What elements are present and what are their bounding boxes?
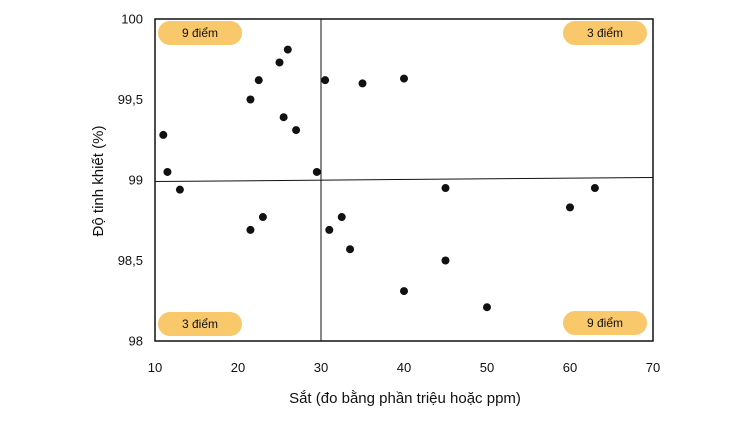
quadrant-badge-label: 3 điểm xyxy=(182,317,218,331)
data-point xyxy=(275,58,284,67)
data-point xyxy=(483,303,491,312)
data-point xyxy=(400,287,408,296)
horizontal-reference-line xyxy=(154,177,654,182)
data-point xyxy=(441,184,450,193)
data-point xyxy=(337,213,346,222)
x-tick-label: 10 xyxy=(148,360,162,375)
data-point xyxy=(441,256,450,265)
quadrant-badge xyxy=(158,21,242,45)
x-tick-label: 30 xyxy=(314,360,328,375)
data-point xyxy=(292,126,301,135)
data-point xyxy=(246,95,255,104)
data-point xyxy=(159,130,168,139)
data-point xyxy=(258,213,267,222)
data-point xyxy=(358,79,367,88)
data-point xyxy=(312,167,321,176)
quadrant-badge-label: 9 điểm xyxy=(587,316,623,330)
plot-frame xyxy=(154,18,654,342)
data-point xyxy=(163,167,172,176)
x-tick-label: 40 xyxy=(397,360,411,375)
data-point xyxy=(246,225,255,234)
quadrant-badge xyxy=(563,311,647,335)
data-point xyxy=(279,113,288,122)
y-tick-label: 100 xyxy=(121,12,143,27)
y-tick-label: 98,5 xyxy=(118,253,143,268)
quadrant-badge-label: 3 điểm xyxy=(587,26,623,40)
x-tick-label: 20 xyxy=(231,360,245,375)
data-point xyxy=(283,45,292,54)
quadrant-badge-label: 9 điểm xyxy=(182,26,218,40)
y-tick-label: 99 xyxy=(129,173,143,188)
y-tick-label: 98 xyxy=(129,334,143,349)
data-point xyxy=(566,203,574,212)
x-axis-title: Sắt (đo bằng phần triệu hoặc ppm) xyxy=(289,390,521,407)
data-point xyxy=(175,185,184,194)
x-tick-label: 60 xyxy=(563,360,577,375)
y-axis-title: Độ tinh khiết (%) xyxy=(90,126,107,237)
quadrant-badge xyxy=(563,21,647,45)
data-point xyxy=(325,225,334,234)
y-tick-label: 99,5 xyxy=(118,92,143,107)
data-point xyxy=(321,76,330,85)
data-point xyxy=(400,74,408,83)
data-point xyxy=(590,184,599,193)
data-point xyxy=(346,245,355,254)
plot-area: 10 20 30 40 50 60 70 98 98,5 99 99,5 100 9 điểm 3 điể… xyxy=(118,12,661,376)
data-point xyxy=(254,76,263,85)
x-tick-label: 70 xyxy=(646,360,660,375)
x-tick-label: 50 xyxy=(480,360,494,375)
quadrant-badge xyxy=(158,312,242,336)
